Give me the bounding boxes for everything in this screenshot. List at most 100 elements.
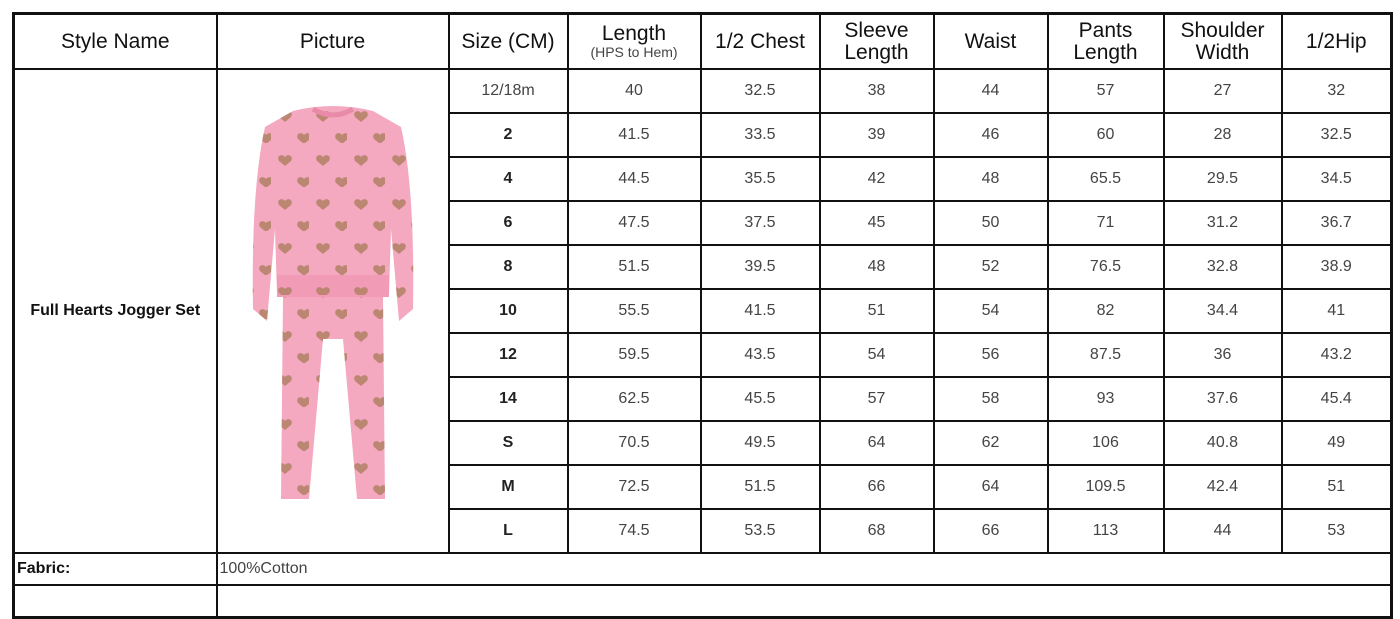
measurement-cell: 47.5 <box>566 200 702 246</box>
measurement-cell: 93 <box>1046 376 1165 422</box>
measurement-cell: 45.5 <box>699 376 821 422</box>
measurement-cell: 65.5 <box>1046 156 1165 202</box>
measurement-cell: 29.5 <box>1162 156 1283 202</box>
measurement-cell: 28 <box>1162 112 1283 158</box>
fabric-row: Fabric: 100%Cotton <box>12 552 1393 586</box>
table-row: L 74.5 53.5 68 66 113 44 53 <box>14 508 1393 554</box>
measurement-cell: 50 <box>932 200 1049 246</box>
measurement-cell: 113 <box>1046 508 1165 554</box>
measurement-cell: 48 <box>818 244 935 290</box>
header-label: Style Name <box>60 29 170 53</box>
measurement-cell: 45.4 <box>1280 376 1393 422</box>
column-header: 1/2 Chest <box>699 12 821 70</box>
measurement-cell: 51 <box>1280 464 1393 510</box>
measurement-cell: 52 <box>932 244 1049 290</box>
column-header: 1/2Hip <box>1280 12 1393 70</box>
measurement-cell: 44.5 <box>566 156 702 202</box>
picture-cell <box>215 68 450 554</box>
table-row: 2 41.5 33.5 39 46 60 28 32.5 <box>14 112 1393 158</box>
measurement-cell: 46 <box>932 112 1049 158</box>
measurement-cell: 66 <box>818 464 935 510</box>
measurement-cell: 74.5 <box>566 508 702 554</box>
measurement-cell: 53.5 <box>699 508 821 554</box>
measurement-cell: 40 <box>566 68 702 114</box>
size-cell: 12 <box>447 332 569 378</box>
measurement-cell: 58 <box>932 376 1049 422</box>
column-header: Style Name <box>12 12 218 70</box>
measurement-cell: 66 <box>932 508 1049 554</box>
measurement-cell: 82 <box>1046 288 1165 334</box>
measurement-cell: 32 <box>1280 68 1393 114</box>
column-header: Shoulder Width <box>1162 12 1283 70</box>
header-sublabel: (HPS to Hem) <box>590 44 678 60</box>
measurement-cell: 87.5 <box>1046 332 1165 378</box>
size-cell: M <box>447 464 569 510</box>
measurement-cell: 32.5 <box>1280 112 1393 158</box>
measurement-cell: 72.5 <box>566 464 702 510</box>
measurement-cell: 71 <box>1046 200 1165 246</box>
measurement-cell: 49.5 <box>699 420 821 466</box>
measurement-cell: 53 <box>1280 508 1393 554</box>
measurement-cell: 41.5 <box>566 112 702 158</box>
measurement-cell: 57 <box>1046 68 1165 114</box>
measurement-cell: 64 <box>818 420 935 466</box>
column-header: Sleeve Length <box>818 12 935 70</box>
size-cell: 4 <box>447 156 569 202</box>
measurement-cell: 62 <box>932 420 1049 466</box>
fabric-value: 100%Cotton <box>215 552 1393 586</box>
size-cell: L <box>447 508 569 554</box>
measurement-cell: 36.7 <box>1280 200 1393 246</box>
table-row: M 72.5 51.5 66 64 109.5 42.4 51 <box>14 464 1393 510</box>
size-cell: 2 <box>447 112 569 158</box>
size-cell: S <box>447 420 569 466</box>
header-row: Style Name Picture Size (CM) Length (HPS to … <box>12 12 1393 70</box>
measurement-cell: 34.5 <box>1280 156 1393 202</box>
measurement-cell: 109.5 <box>1046 464 1165 510</box>
measurement-cell: 106 <box>1046 420 1165 466</box>
table-row: 12 59.5 43.5 54 56 87.5 36 43.2 <box>14 332 1393 378</box>
measurement-cell: 43.5 <box>699 332 821 378</box>
measurement-cell: 42 <box>818 156 935 202</box>
header-label: Sleeve Length <box>844 18 909 64</box>
measurement-cell: 48 <box>932 156 1049 202</box>
fabric-label: Fabric: <box>12 552 218 586</box>
measurement-cell: 56 <box>932 332 1049 378</box>
measurement-cell: 41 <box>1280 288 1393 334</box>
measurement-cell: 70.5 <box>566 420 702 466</box>
table-row: 4 44.5 35.5 42 48 65.5 29.5 34.5 <box>14 156 1393 202</box>
header-label: Picture <box>299 29 366 53</box>
measurement-cell: 37.6 <box>1162 376 1283 422</box>
header-label: Shoulder Width <box>1180 18 1265 64</box>
empty-cell <box>12 584 218 619</box>
style-name: Full Hearts Jogger Set <box>12 68 218 554</box>
jogger-set-picture <box>252 105 413 499</box>
measurement-cell: 41.5 <box>699 288 821 334</box>
measurement-cell: 76.5 <box>1046 244 1165 290</box>
measurement-cell: 54 <box>932 288 1049 334</box>
header-label: Length <box>601 22 667 45</box>
measurement-cell: 32.8 <box>1162 244 1283 290</box>
measurement-cell: 44 <box>932 68 1049 114</box>
table-row: S 70.5 49.5 64 62 106 40.8 49 <box>14 420 1393 466</box>
header-label: 1/2Hip <box>1305 29 1367 53</box>
measurement-cell: 38.9 <box>1280 244 1393 290</box>
size-cell: 14 <box>447 376 569 422</box>
measurement-cell: 60 <box>1046 112 1165 158</box>
column-header: Length (HPS to Hem) <box>566 12 702 70</box>
size-cell: 12/18m <box>447 68 569 114</box>
measurement-cell: 35.5 <box>699 156 821 202</box>
table-row: 10 55.5 41.5 51 54 82 34.4 41 <box>14 288 1393 334</box>
header-label: Pants Length <box>1073 18 1138 64</box>
size-cell: 6 <box>447 200 569 246</box>
measurement-cell: 51.5 <box>566 244 702 290</box>
header-label: Waist <box>964 29 1017 53</box>
measurement-cell: 38 <box>818 68 935 114</box>
table-row: 8 51.5 39.5 48 52 76.5 32.8 38.9 <box>14 244 1393 290</box>
column-header: Waist <box>932 12 1049 70</box>
measurement-cell: 59.5 <box>566 332 702 378</box>
column-header: Pants Length <box>1046 12 1165 70</box>
measurement-cell: 62.5 <box>566 376 702 422</box>
measurement-cell: 49 <box>1280 420 1393 466</box>
measurement-cell: 68 <box>818 508 935 554</box>
measurement-cell: 39 <box>818 112 935 158</box>
